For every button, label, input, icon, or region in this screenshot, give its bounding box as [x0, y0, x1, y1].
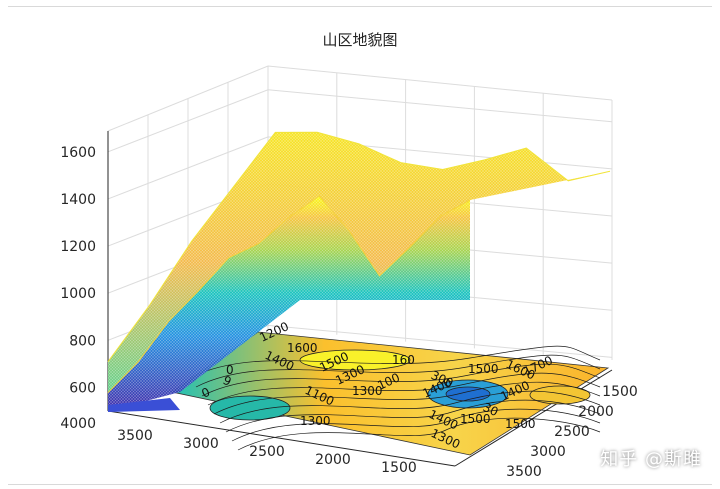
terrain-surface: [107, 131, 611, 412]
y-tick-label: 2000: [315, 452, 351, 468]
x-tick-label: 2500: [554, 424, 590, 440]
x-tick-label: 3000: [530, 444, 566, 460]
contour-label: 0: [226, 363, 234, 377]
y-tick-label: 2500: [249, 444, 285, 460]
top-rule: [8, 6, 712, 7]
contour-line: [189, 345, 601, 379]
surface-mesh-top: [108, 132, 610, 393]
surface-mesh-wall: [108, 196, 470, 411]
contour-line: [195, 354, 601, 388]
right-bottom-axis: [454, 369, 613, 467]
front-bottom-axis: [107, 410, 456, 467]
near-ridge-line: [107, 195, 471, 394]
contour-line: [201, 363, 601, 397]
contour-label: 160: [392, 353, 415, 367]
contour-label: 1300: [352, 384, 383, 398]
contour-blob: [529, 385, 591, 405]
contour-line: [213, 381, 601, 415]
contour-line: [207, 372, 601, 406]
x-tick-label: 2000: [578, 404, 614, 420]
x-tick-label: 1500: [602, 384, 638, 400]
y-tick-label: 1500: [381, 460, 417, 476]
contour-label: 30: [481, 400, 501, 419]
watermark: 知乎 @斯雎: [600, 449, 702, 470]
z-tick-label: 1400: [60, 192, 96, 208]
contour-label: 1500: [468, 362, 499, 376]
contour-line: [231, 408, 601, 442]
chart-title: 山区地貌图: [322, 31, 398, 49]
contour-line: [237, 417, 601, 451]
z-tick-label: 1600: [60, 145, 96, 161]
contour-blob: [209, 395, 291, 421]
z-tick-label: 600: [69, 380, 96, 396]
far-ridge-line: [107, 131, 611, 362]
z-tick-label: 4000: [60, 416, 96, 432]
x-tick-label: 3500: [506, 464, 542, 480]
z-tick-label: 1000: [60, 286, 96, 302]
contour-blob: [299, 349, 411, 371]
surface-low-edge: [108, 398, 180, 412]
contour-label: 1600: [287, 341, 318, 355]
contour-label: 1500: [505, 417, 536, 431]
z-tick-label: 800: [69, 333, 96, 349]
contour-line: [225, 399, 601, 433]
contour-blob: [445, 386, 491, 402]
bottom-rule: [8, 484, 712, 485]
contour-line: [219, 390, 601, 424]
y-tick-label: 3500: [117, 428, 153, 444]
contour-label: 1300: [300, 414, 331, 428]
contour-label: 1500: [460, 412, 491, 426]
z-tick-label: 1200: [60, 239, 96, 255]
y-tick-label: 3000: [183, 436, 219, 452]
z-grid-line: [107, 89, 613, 153]
